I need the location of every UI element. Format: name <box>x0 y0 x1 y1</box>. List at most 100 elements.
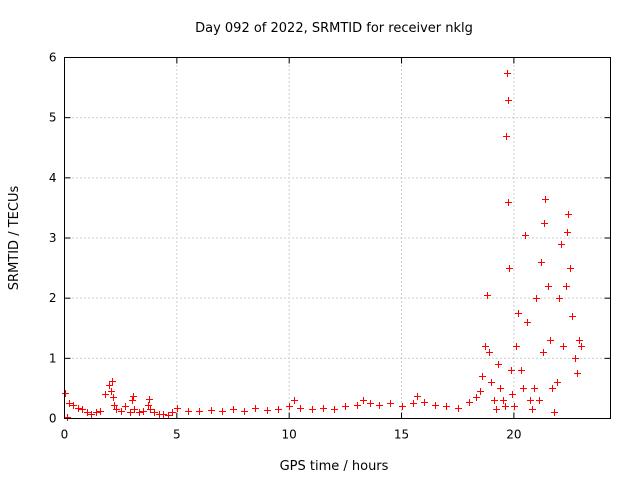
data-point <box>360 397 367 404</box>
data-point <box>511 403 518 410</box>
data-point <box>558 241 565 248</box>
data-point <box>565 211 572 218</box>
data-point <box>506 265 513 272</box>
data-point <box>443 403 450 410</box>
data-point <box>145 402 152 409</box>
data-point <box>455 405 462 412</box>
data-point <box>569 313 576 320</box>
data-point <box>151 409 158 416</box>
data-point <box>520 385 527 392</box>
data-point <box>541 220 548 227</box>
x-tick-label: 15 <box>394 428 409 442</box>
data-point <box>354 402 361 409</box>
data-point <box>545 283 552 290</box>
data-point <box>421 399 428 406</box>
data-point <box>108 388 115 395</box>
data-point <box>241 408 248 415</box>
data-point <box>486 349 493 356</box>
data-point <box>230 406 237 413</box>
data-point <box>84 409 91 416</box>
data-point <box>62 390 69 397</box>
y-tick-label: 0 <box>49 412 57 426</box>
data-point <box>136 409 143 416</box>
data-point <box>540 349 547 356</box>
data-point <box>165 412 172 419</box>
data-point <box>70 402 77 409</box>
y-tick-label: 1 <box>49 351 57 365</box>
data-point <box>542 196 549 203</box>
data-point <box>264 407 271 414</box>
data-point <box>574 370 581 377</box>
data-point <box>522 232 529 239</box>
data-point <box>563 283 570 290</box>
data-point <box>169 409 176 416</box>
grid <box>64 57 611 419</box>
data-point <box>196 408 203 415</box>
data-point <box>488 379 495 386</box>
data-point <box>549 385 556 392</box>
data-point <box>554 379 561 386</box>
data-point <box>219 408 226 415</box>
data-point <box>66 400 73 407</box>
data-point <box>118 408 125 415</box>
data-point <box>477 388 484 395</box>
data-point <box>146 396 153 403</box>
data-point <box>538 259 545 266</box>
x-axis-label: GPS time / hours <box>280 459 389 474</box>
data-point <box>508 367 515 374</box>
data-point <box>131 406 138 413</box>
data-point <box>106 382 113 389</box>
data-point <box>109 378 116 385</box>
x-tick-label: 5 <box>173 428 181 442</box>
data-point <box>479 373 486 380</box>
data-point <box>533 295 540 302</box>
data-point <box>432 402 439 409</box>
data-point <box>127 409 134 416</box>
data-point <box>331 406 338 413</box>
data-point <box>174 405 181 412</box>
data-point <box>208 407 215 414</box>
data-point <box>367 400 374 407</box>
data-point <box>564 229 571 236</box>
data-point <box>505 97 512 104</box>
data-point <box>342 403 349 410</box>
data-point <box>320 405 327 412</box>
data-point <box>503 133 510 140</box>
data-point <box>79 406 86 413</box>
data-series <box>62 70 585 421</box>
data-point <box>572 355 579 362</box>
data-point <box>410 400 417 407</box>
axis-ticks: 0 5 10 15 20 0 1 2 3 4 5 6 <box>49 51 611 442</box>
data-point <box>576 337 583 344</box>
data-point <box>529 406 536 413</box>
x-tick-label: 10 <box>282 428 297 442</box>
data-point <box>93 409 100 416</box>
data-point <box>466 399 473 406</box>
data-point <box>111 402 118 409</box>
y-tick-label: 6 <box>49 51 57 65</box>
data-point <box>531 385 538 392</box>
data-point <box>129 397 136 404</box>
x-tick-label: 0 <box>61 428 69 442</box>
data-point <box>527 397 534 404</box>
data-point <box>97 408 104 415</box>
data-point <box>484 292 491 299</box>
data-point <box>140 408 147 415</box>
y-tick-label: 2 <box>49 291 57 305</box>
data-point <box>110 394 117 401</box>
data-point <box>297 405 304 412</box>
data-point <box>567 265 574 272</box>
data-point <box>309 406 316 413</box>
data-point <box>414 393 421 400</box>
data-point <box>551 409 558 416</box>
data-point <box>185 408 192 415</box>
data-point <box>399 403 406 410</box>
data-point <box>556 295 563 302</box>
data-point <box>500 397 507 404</box>
data-point <box>473 394 480 401</box>
y-tick-label: 3 <box>49 231 57 245</box>
data-point <box>515 310 522 317</box>
y-axis-label: SRMTID / TECUs <box>7 186 22 291</box>
data-point <box>113 406 120 413</box>
